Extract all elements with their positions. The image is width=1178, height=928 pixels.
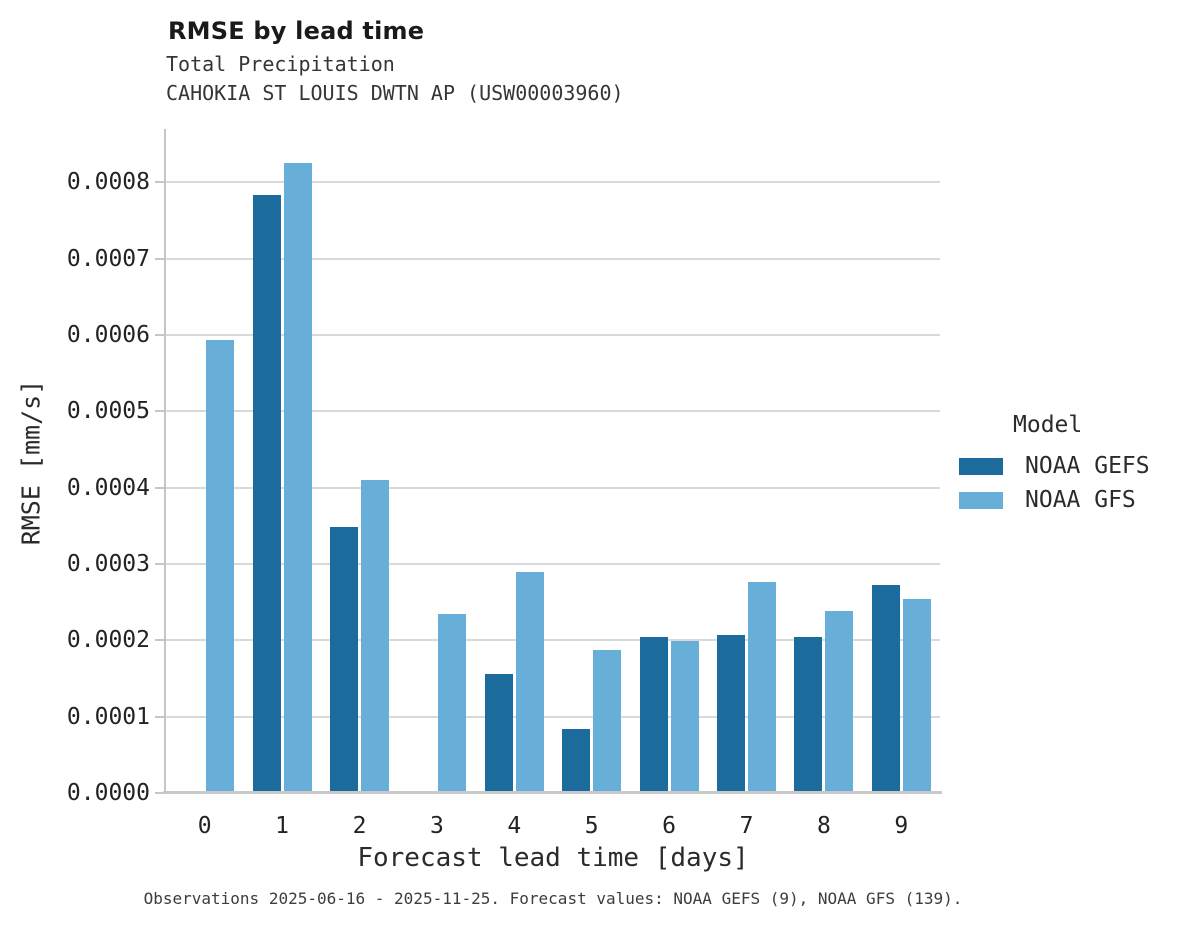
bar-noaa-gfs-lead-7 bbox=[748, 581, 776, 793]
figure-caption: Observations 2025-06-16 - 2025-11-25. Fo… bbox=[143, 889, 963, 908]
x-tick-label-2: 2 bbox=[352, 813, 367, 839]
x-axis-label: Forecast lead time [days] bbox=[357, 843, 749, 873]
x-tick-label-7: 7 bbox=[739, 813, 754, 839]
y-tickmark bbox=[155, 563, 164, 566]
y-tick-label-0.0002: 0.0002 bbox=[66, 627, 150, 654]
bar-noaa-gefs-lead-7 bbox=[717, 635, 745, 793]
y-tickmark bbox=[155, 792, 164, 794]
x-tick-label-4: 4 bbox=[507, 813, 522, 839]
y-tick-label-0.0006: 0.0006 bbox=[66, 322, 150, 349]
bar-noaa-gefs-lead-4 bbox=[484, 673, 513, 793]
bar-noaa-gefs-lead-8 bbox=[794, 637, 823, 793]
gridline-y-0.0001 bbox=[166, 715, 940, 718]
bar-noaa-gfs-lead-4 bbox=[515, 572, 544, 793]
y-tickmark bbox=[155, 257, 164, 260]
x-tick-label-0: 0 bbox=[197, 813, 212, 839]
y-axis-spine bbox=[164, 129, 166, 794]
legend-item-noaa-gefs: NOAA GEFS bbox=[959, 453, 1150, 479]
gridline-y-0.0005 bbox=[166, 410, 940, 413]
y-tickmark bbox=[155, 181, 164, 184]
gridline-y-0.0007 bbox=[166, 257, 940, 260]
bar-noaa-gfs-lead-3 bbox=[438, 613, 467, 793]
y-tickmark bbox=[155, 639, 164, 642]
x-axis-line bbox=[163, 791, 942, 794]
bar-noaa-gefs-lead-5 bbox=[562, 728, 591, 793]
bar-noaa-gfs-lead-9 bbox=[902, 599, 931, 793]
y-tick-label-0.0007: 0.0007 bbox=[66, 245, 150, 272]
legend-label-noaa-gefs: NOAA GEFS bbox=[1025, 453, 1150, 479]
y-tick-label-0.0000: 0.0000 bbox=[66, 780, 150, 806]
x-tick-label-6: 6 bbox=[662, 813, 677, 839]
gridline-y-0.0003 bbox=[166, 563, 940, 566]
y-tick-label-0.0003: 0.0003 bbox=[66, 551, 150, 578]
x-tick-label-1: 1 bbox=[275, 813, 290, 839]
bar-noaa-gfs-lead-0 bbox=[206, 339, 235, 793]
y-tickmark bbox=[155, 410, 164, 413]
bar-noaa-gfs-lead-1 bbox=[283, 162, 312, 793]
bar-noaa-gfs-lead-6 bbox=[670, 641, 699, 793]
x-tick-label-8: 8 bbox=[816, 813, 831, 839]
gridline-y-0.0006 bbox=[166, 334, 940, 337]
legend-title: Model bbox=[1013, 412, 1083, 438]
bar-noaa-gefs-lead-6 bbox=[639, 637, 668, 793]
x-tick-label-3: 3 bbox=[429, 813, 444, 839]
bar-noaa-gfs-lead-8 bbox=[825, 610, 854, 793]
legend-swatch-noaa-gefs bbox=[959, 457, 1003, 475]
gridline-y-0.0008 bbox=[166, 181, 940, 184]
legend-swatch-noaa-gfs bbox=[959, 491, 1003, 509]
bar-noaa-gefs-lead-2 bbox=[330, 527, 358, 793]
x-tick-label-5: 5 bbox=[584, 813, 599, 839]
bar-noaa-gfs-lead-5 bbox=[593, 650, 622, 793]
bar-noaa-gfs-lead-2 bbox=[361, 480, 389, 793]
chart-subtitle-station: CAHOKIA ST LOUIS DWTN AP (USW00003960) bbox=[166, 81, 624, 105]
legend-item-noaa-gfs: NOAA GFS bbox=[959, 487, 1136, 513]
y-tick-label-0.0005: 0.0005 bbox=[66, 398, 150, 425]
y-tickmark bbox=[155, 486, 164, 489]
y-tick-label-0.0004: 0.0004 bbox=[66, 474, 150, 501]
y-tick-label-0.0008: 0.0008 bbox=[66, 169, 150, 196]
gridline-y-0.0004 bbox=[166, 486, 940, 489]
plot-area bbox=[166, 129, 940, 793]
y-tickmark bbox=[155, 715, 164, 718]
bar-noaa-gefs-lead-1 bbox=[252, 195, 281, 793]
y-tick-label-0.0001: 0.0001 bbox=[66, 703, 150, 730]
x-tick-label-9: 9 bbox=[894, 813, 909, 839]
gridline-y-0.0002 bbox=[166, 639, 940, 642]
bar-noaa-gefs-lead-9 bbox=[871, 585, 900, 793]
chart-subtitle-variable: Total Precipitation bbox=[166, 52, 395, 76]
y-tickmark bbox=[155, 334, 164, 337]
chart-title: RMSE by lead time bbox=[168, 17, 425, 45]
legend-label-noaa-gfs: NOAA GFS bbox=[1025, 487, 1136, 513]
